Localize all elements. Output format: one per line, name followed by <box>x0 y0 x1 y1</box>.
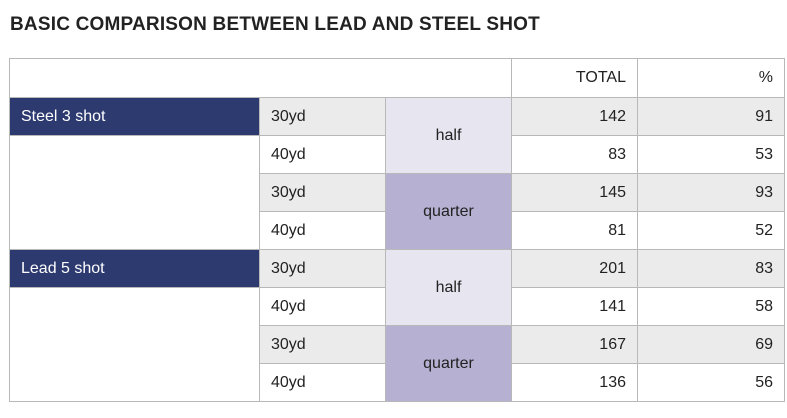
shot-type-label: Steel 3 shot <box>9 97 260 136</box>
table-row: 40yd 136 56 <box>10 363 785 402</box>
total-cell: 167 <box>511 325 638 364</box>
percent-cell: 93 <box>637 173 785 212</box>
total-cell: 83 <box>511 135 638 174</box>
shot-group-spacer <box>9 135 260 250</box>
choke-cell: half <box>385 249 512 326</box>
percent-cell: 83 <box>637 249 785 288</box>
table-row: 30yd quarter 167 69 <box>10 325 785 402</box>
choke-cell: quarter <box>385 173 512 250</box>
percent-cell: 52 <box>637 211 785 250</box>
total-cell: 145 <box>511 173 638 212</box>
choke-cell: quarter <box>385 325 512 402</box>
total-cell: 141 <box>511 287 638 326</box>
distance-cell: 30yd <box>259 97 386 136</box>
percent-cell: 58 <box>637 287 785 326</box>
percent-cell: 69 <box>637 325 785 364</box>
distance-cell: 40yd <box>259 211 386 250</box>
header-row: TOTAL % <box>9 58 785 98</box>
table-row: 40yd 141 58 <box>9 287 785 402</box>
table-row: 40yd 81 52 <box>10 211 785 250</box>
distance-cell: 40yd <box>259 363 386 402</box>
table-row: Lead 5 shot 30yd half 201 83 <box>9 249 785 326</box>
header-blank-cell <box>9 58 512 98</box>
page-title: BASIC COMPARISON BETWEEN LEAD AND STEEL … <box>10 14 540 35</box>
comparison-table: TOTAL % Steel 3 shot 30yd half 142 91 40… <box>9 58 785 402</box>
distance-cell: 30yd <box>259 173 386 212</box>
distance-cell: 30yd <box>259 249 386 288</box>
total-cell: 136 <box>511 363 638 402</box>
shot-group-spacer <box>9 287 260 402</box>
total-cell: 81 <box>511 211 638 250</box>
choke-cell: half <box>385 97 512 174</box>
distance-cell: 40yd <box>259 135 386 174</box>
header-total: TOTAL <box>511 58 638 98</box>
total-cell: 142 <box>511 97 638 136</box>
table-row: 40yd 83 53 <box>9 135 785 250</box>
percent-cell: 53 <box>637 135 785 174</box>
total-cell: 201 <box>511 249 638 288</box>
distance-cell: 30yd <box>259 325 386 364</box>
percent-cell: 91 <box>637 97 785 136</box>
table-row: Steel 3 shot 30yd half 142 91 <box>9 97 785 174</box>
distance-cell: 40yd <box>259 287 386 326</box>
percent-cell: 56 <box>637 363 785 402</box>
shot-type-label: Lead 5 shot <box>9 249 260 288</box>
header-percent: % <box>637 58 785 98</box>
